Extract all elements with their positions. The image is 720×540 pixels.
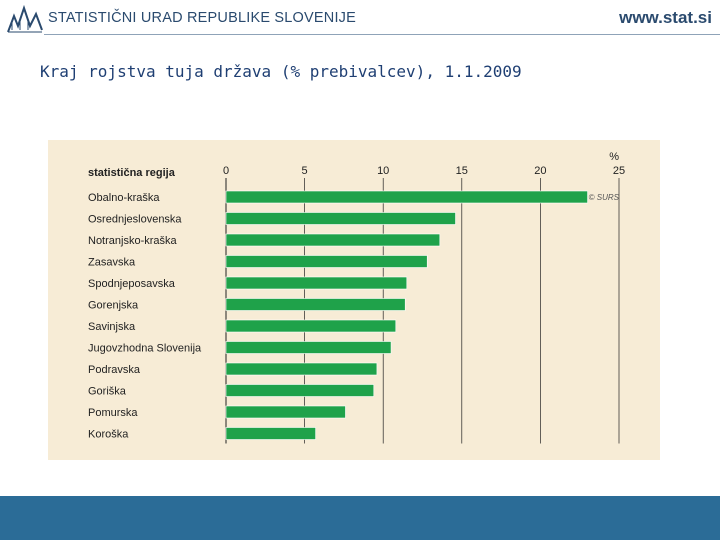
bar — [225, 427, 316, 440]
category-label: Spodnjeposavska — [88, 278, 176, 290]
bar — [225, 233, 441, 247]
bar — [225, 212, 456, 225]
x-tick-label: 0 — [223, 165, 229, 177]
bar — [225, 319, 397, 333]
x-tick-label: 15 — [456, 165, 468, 177]
category-header: statistična regija — [88, 167, 176, 179]
bar — [225, 298, 406, 311]
x-tick-label: 10 — [377, 165, 389, 177]
bar — [225, 384, 375, 397]
surs-logo-icon — [7, 4, 43, 33]
bar — [225, 190, 588, 204]
unit-label: % — [609, 151, 619, 163]
category-label: Koroška — [88, 429, 129, 441]
x-tick-label: 5 — [302, 165, 308, 177]
category-label: Savinjska — [88, 321, 136, 333]
bar — [225, 276, 408, 290]
category-label: Podravska — [88, 364, 141, 376]
footer-bar — [0, 496, 720, 540]
org-name: STATISTIČNI URAD REPUBLIKE SLOVENIJE — [48, 10, 357, 26]
chart-panel: statistična regija % © SURS 0 5 10 15 20 25 O… — [48, 140, 660, 460]
category-label: Gorenjska — [88, 300, 139, 312]
site-url-link[interactable]: www.stat.si — [619, 8, 712, 27]
bar — [225, 362, 378, 376]
category-label: Goriška — [88, 386, 127, 398]
category-label: Notranjsko-kraška — [88, 235, 178, 247]
bar-chart: statistična regija % © SURS 0 5 10 15 20 25 O… — [88, 151, 625, 444]
category-label: Obalno-kraška — [88, 192, 160, 204]
category-label: Jugovzhodna Slovenija — [88, 343, 202, 355]
bar — [225, 255, 428, 268]
category-label: Zasavska — [88, 257, 136, 269]
header: STATISTIČNI URAD REPUBLIKE SLOVENIJE www… — [0, 0, 720, 38]
header-divider — [44, 34, 720, 35]
bar — [225, 341, 392, 354]
slide-title: Kraj rojstva tuja država (% prebivalcev)… — [40, 62, 522, 81]
copyright-label: © SURS — [589, 193, 620, 202]
category-label: Pomurska — [88, 407, 138, 419]
bar — [225, 405, 346, 419]
x-tick-label: 20 — [534, 165, 546, 177]
x-tick-label: 25 — [613, 165, 625, 177]
category-label: Osrednjeslovenska — [88, 214, 182, 226]
